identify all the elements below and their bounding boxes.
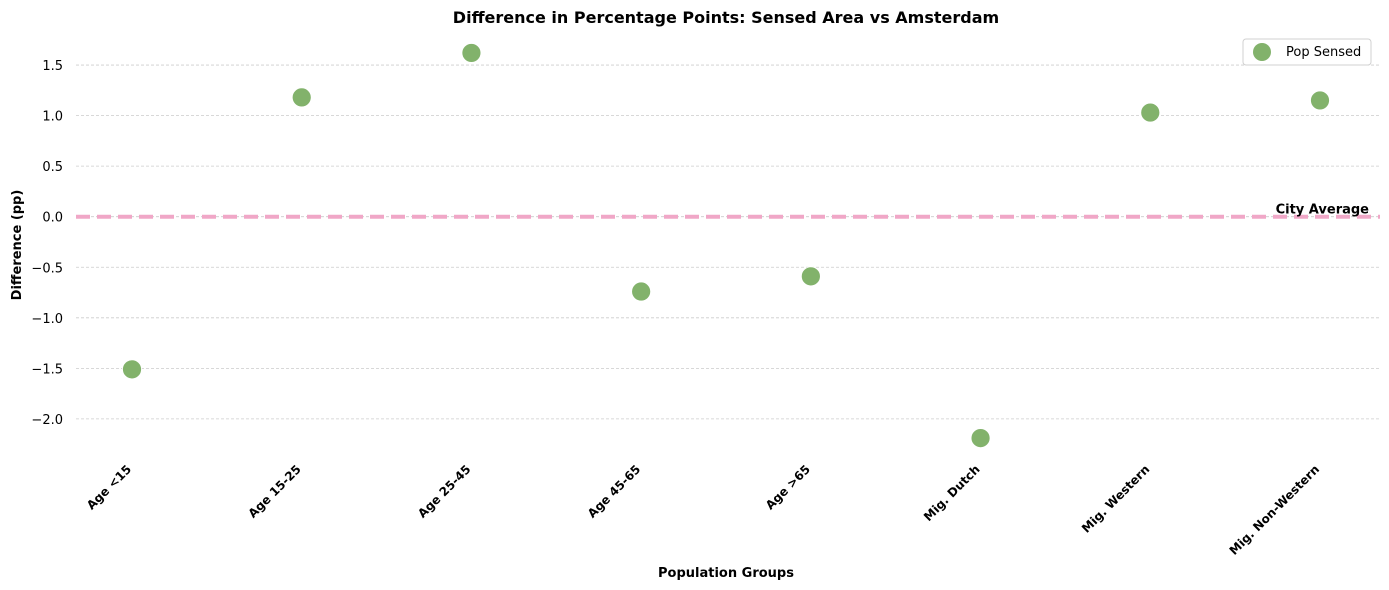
x-tick-label: Mig. Non-Western — [1227, 462, 1323, 558]
x-tick-label: Mig. Western — [1079, 462, 1152, 535]
x-tick-labels: Age <15 Age 15-25 Age 25-45 Age 45-65 Age >6… — [84, 462, 1322, 558]
y-tick-label: −2.0 — [31, 413, 63, 428]
x-tick-label: Age <15 — [84, 462, 134, 512]
data-point — [291, 87, 312, 108]
y-tick-labels: 1.5 1.0 0.5 0.0 −0.5 −1.0 −1.5 −2.0 — [31, 59, 63, 428]
data-point — [970, 428, 991, 449]
y-tick-label: −1.5 — [31, 362, 63, 377]
y-tick-label: −1.0 — [31, 312, 63, 327]
legend-box — [1242, 38, 1372, 66]
data-point — [1310, 90, 1330, 111]
x-tick-label: Age 45-65 — [585, 462, 643, 520]
data-points — [122, 43, 1330, 449]
x-tick-label: Age >65 — [763, 462, 813, 512]
y-tick-label: 1.0 — [42, 110, 63, 125]
city-average-label: City Average — [1276, 203, 1370, 218]
data-point — [122, 359, 142, 380]
y-tick-label: −0.5 — [31, 261, 63, 276]
y-tick-label: 0.5 — [42, 160, 63, 175]
y-axis-label: Difference (pp) — [10, 190, 25, 301]
chart-title: Difference in Percentage Points: Sensed … — [453, 8, 999, 27]
legend-marker — [1253, 43, 1271, 61]
legend: Pop Sensed — [1242, 38, 1372, 66]
data-point — [631, 281, 652, 302]
data-point — [461, 43, 482, 63]
data-point — [1140, 102, 1161, 123]
x-tick-label: Mig. Dutch — [921, 462, 983, 524]
y-tick-label: 1.5 — [42, 59, 63, 74]
x-tick-label: Age 25-45 — [415, 462, 473, 520]
x-tick-label: Age 15-25 — [245, 462, 303, 520]
grid-lines — [76, 64, 1380, 420]
x-axis-label: Population Groups — [658, 566, 794, 581]
data-point — [800, 266, 821, 287]
y-tick-label: 0.0 — [42, 211, 63, 226]
legend-label: Pop Sensed — [1286, 45, 1361, 60]
